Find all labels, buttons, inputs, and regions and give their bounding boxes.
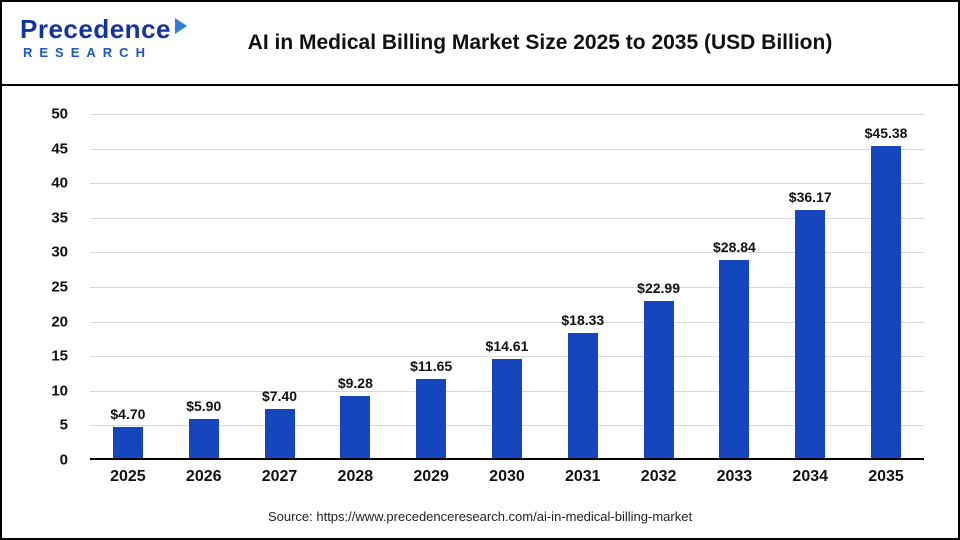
precedence-research-logo: Precedence RESEARCH	[20, 14, 187, 61]
bar-value-label: $18.33	[561, 312, 605, 329]
y-axis-tick-label: 0	[59, 451, 68, 469]
bar-column: $9.28	[317, 114, 393, 460]
bar: $14.61	[486, 338, 528, 460]
bar: $45.38	[865, 125, 907, 460]
gridline	[90, 321, 924, 323]
x-axis-label: 2030	[489, 468, 525, 485]
gridline	[90, 252, 924, 254]
logo-text-research: RESEARCH	[23, 45, 152, 61]
y-axis-tick-label: 30	[51, 243, 68, 261]
bar-column: $28.84	[697, 114, 773, 460]
bar-value-label: $14.61	[485, 337, 529, 354]
logo-text-precedence: Precedence	[20, 14, 171, 44]
y-axis-tick-label: 15	[51, 347, 68, 365]
bar-value-label: $45.38	[864, 124, 908, 141]
bar-column: $11.65	[393, 114, 469, 460]
bar-value-label: $36.17	[788, 188, 832, 205]
bar-value-label: $4.70	[110, 406, 146, 423]
bar: $5.90	[186, 398, 221, 460]
bar-value-label: $22.99	[637, 279, 681, 296]
bar: $4.70	[110, 406, 145, 460]
y-axis-tick-label: 35	[51, 209, 68, 227]
bar-value-label: $7.40	[262, 387, 298, 404]
y-axis-tick-label: 20	[51, 313, 68, 331]
chart-title: AI in Medical Billing Market Size 2025 t…	[247, 31, 833, 54]
y-axis-tick-label: 50	[51, 105, 68, 123]
x-axis-label: 2029	[413, 468, 449, 485]
x-axis-label: 2035	[868, 468, 904, 485]
header: Precedence RESEARCH AI in Medical Billin…	[2, 2, 958, 86]
bar-column: $5.90	[166, 114, 242, 460]
bar: $36.17	[789, 189, 832, 460]
x-axis-label: 2025	[110, 468, 146, 485]
y-axis-tick-label: 40	[51, 174, 68, 192]
bar-column: $22.99	[621, 114, 697, 460]
bar: $11.65	[410, 358, 452, 460]
bar-value-label: $9.28	[337, 374, 373, 391]
gridline	[90, 114, 924, 115]
x-axis-label: 2027	[261, 468, 298, 485]
bar-column: $14.61	[469, 114, 545, 460]
plot: $4.70 $5.90 $7.40 $9.28 $11.65 $14.61 $18.33 $2…	[90, 114, 924, 460]
bar-column: $18.33	[545, 114, 621, 460]
bar-column: $36.17	[772, 114, 848, 460]
bar: $9.28	[338, 375, 373, 460]
bar-series: $4.70 $5.90 $7.40 $9.28 $11.65 $14.61 $18.33 $2…	[90, 114, 924, 460]
bar-value-label: $11.65	[410, 358, 453, 375]
x-axis-label: 2033	[716, 468, 753, 485]
gridline	[90, 183, 924, 185]
bar-column: $4.70	[90, 114, 166, 460]
x-axis-label: 2032	[640, 468, 677, 485]
x-axis-label: 2028	[337, 468, 374, 485]
y-axis: 0 5 10 15 20 25 30 35 40 45 50	[24, 106, 82, 469]
bar-value-label: $28.84	[712, 239, 756, 256]
gridline	[90, 148, 924, 150]
bar-column: $7.40	[242, 114, 318, 460]
bar-column: $45.38	[848, 114, 924, 460]
plot-wrap: 0 5 10 15 20 25 30 35 40 45 50 $4.70 $5.90 $7.40 $9.2…	[24, 106, 924, 469]
logo-wordmark: Precedence	[20, 14, 187, 44]
chart-area: 0 5 10 15 20 25 30 35 40 45 50 $4.70 $5.90 $7.40 $9.2…	[2, 86, 958, 499]
source-text: Source: https://www.precedenceresearch.c…	[267, 509, 693, 524]
x-axis-line	[90, 458, 924, 460]
x-axis-label: 2031	[564, 468, 601, 485]
bar: $28.84	[713, 239, 756, 460]
gridline	[90, 356, 924, 358]
bar-value-label: $5.90	[186, 398, 222, 415]
bar: $7.40	[262, 388, 297, 460]
gridline	[90, 217, 924, 219]
bar: $18.33	[561, 312, 604, 460]
y-axis-tick-label: 45	[51, 140, 68, 158]
x-axis: 2025 2026 2027 2028 2029 2030 2031 2032 2033 2034…	[90, 468, 924, 486]
gridline	[90, 287, 924, 288]
y-axis-tick-label: 5	[59, 416, 68, 434]
y-axis-tick-label: 10	[51, 382, 68, 400]
x-axis-label: 2026	[185, 468, 222, 485]
x-axis-label: 2034	[792, 468, 829, 485]
arrow-right-icon	[174, 17, 187, 34]
bar: $22.99	[637, 280, 680, 460]
y-axis-tick-label: 25	[51, 278, 68, 296]
